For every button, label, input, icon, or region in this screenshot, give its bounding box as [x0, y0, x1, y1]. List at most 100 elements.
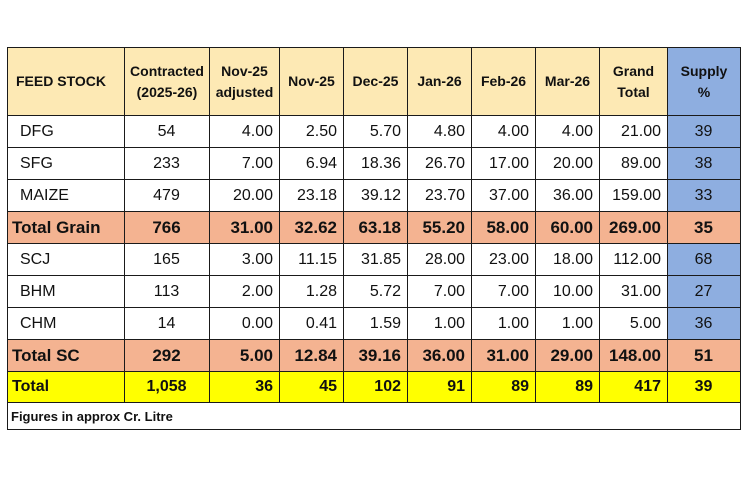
table-row: DFG 54 4.00 2.50 5.70 4.80 4.00 4.00 21.… — [7, 115, 741, 148]
cell-nov25-adjusted: 4.00 — [209, 115, 280, 148]
table-row: MAIZE 479 20.00 23.18 39.12 23.70 37.00 … — [7, 179, 741, 212]
total-sc-row: Total SC 292 5.00 12.84 39.16 36.00 31.0… — [7, 339, 741, 372]
cell-feb26: 7.00 — [471, 275, 536, 308]
cell-mar26: 29.00 — [535, 339, 600, 372]
cell-mar26: 60.00 — [535, 211, 600, 244]
cell-mar26: 10.00 — [535, 275, 600, 308]
cell-jan26: 7.00 — [407, 275, 472, 308]
cell-contracted: 479 — [124, 179, 210, 212]
cell-feb26: 37.00 — [471, 179, 536, 212]
cell-grand-total: 269.00 — [599, 211, 668, 244]
grand-total-row: Total 1,058 36 45 102 91 89 89 417 39 — [7, 371, 741, 403]
cell-feb26: 58.00 — [471, 211, 536, 244]
cell-feb26: 31.00 — [471, 339, 536, 372]
cell-dec25: 39.16 — [343, 339, 408, 372]
total-grain-row: Total Grain 766 31.00 32.62 63.18 55.20 … — [7, 211, 741, 244]
feedstock-table: FEED STOCK Contracted (2025-26) Nov-25 a… — [7, 47, 741, 430]
cell-nov25: 0.41 — [279, 307, 344, 340]
cell-dec25: 18.36 — [343, 147, 408, 180]
cell-mar26: 20.00 — [535, 147, 600, 180]
cell-supply-pct: 51 — [667, 339, 741, 372]
cell-grand-total: 417 — [599, 371, 668, 403]
row-label: BHM — [7, 275, 125, 308]
cell-nov25: 2.50 — [279, 115, 344, 148]
cell-nov25-adjusted: 36 — [209, 371, 280, 403]
cell-nov25-adjusted: 2.00 — [209, 275, 280, 308]
row-label: SCJ — [7, 243, 125, 276]
cell-contracted: 766 — [124, 211, 210, 244]
cell-supply-pct: 35 — [667, 211, 741, 244]
cell-grand-total: 21.00 — [599, 115, 668, 148]
cell-nov25: 6.94 — [279, 147, 344, 180]
cell-nov25-adjusted: 0.00 — [209, 307, 280, 340]
row-label: Total Grain — [7, 211, 125, 244]
cell-supply-pct: 39 — [667, 115, 741, 148]
cell-grand-total: 112.00 — [599, 243, 668, 276]
header-jan26: Jan-26 — [407, 47, 472, 116]
cell-nov25-adjusted: 5.00 — [209, 339, 280, 372]
table-row: SCJ 165 3.00 11.15 31.85 28.00 23.00 18.… — [7, 243, 741, 276]
cell-supply-pct: 68 — [667, 243, 741, 276]
cell-contracted: 1,058 — [124, 371, 210, 403]
row-label: SFG — [7, 147, 125, 180]
cell-feb26: 17.00 — [471, 147, 536, 180]
header-contracted: Contracted (2025-26) — [124, 47, 210, 116]
cell-dec25: 31.85 — [343, 243, 408, 276]
cell-nov25-adjusted: 7.00 — [209, 147, 280, 180]
cell-jan26: 91 — [407, 371, 472, 403]
cell-nov25: 1.28 — [279, 275, 344, 308]
cell-nov25: 12.84 — [279, 339, 344, 372]
cell-nov25-adjusted: 20.00 — [209, 179, 280, 212]
header-feed-stock: FEED STOCK — [7, 47, 125, 116]
cell-nov25-adjusted: 31.00 — [209, 211, 280, 244]
cell-jan26: 36.00 — [407, 339, 472, 372]
row-label: DFG — [7, 115, 125, 148]
cell-mar26: 4.00 — [535, 115, 600, 148]
header-dec25: Dec-25 — [343, 47, 408, 116]
table-row: CHM 14 0.00 0.41 1.59 1.00 1.00 1.00 5.0… — [7, 307, 741, 340]
cell-feb26: 23.00 — [471, 243, 536, 276]
cell-jan26: 28.00 — [407, 243, 472, 276]
cell-jan26: 55.20 — [407, 211, 472, 244]
cell-nov25: 23.18 — [279, 179, 344, 212]
cell-feb26: 89 — [471, 371, 536, 403]
cell-mar26: 89 — [535, 371, 600, 403]
row-label: MAIZE — [7, 179, 125, 212]
cell-supply-pct: 38 — [667, 147, 741, 180]
table-row: SFG 233 7.00 6.94 18.36 26.70 17.00 20.0… — [7, 147, 741, 180]
header-feb26: Feb-26 — [471, 47, 536, 116]
cell-nov25: 45 — [279, 371, 344, 403]
cell-dec25: 5.72 — [343, 275, 408, 308]
cell-grand-total: 159.00 — [599, 179, 668, 212]
cell-dec25: 1.59 — [343, 307, 408, 340]
cell-grand-total: 5.00 — [599, 307, 668, 340]
cell-dec25: 39.12 — [343, 179, 408, 212]
feedstock-table-container: FEED STOCK Contracted (2025-26) Nov-25 a… — [7, 47, 741, 430]
footnote: Figures in approx Cr. Litre — [7, 402, 741, 430]
cell-contracted: 113 — [124, 275, 210, 308]
cell-supply-pct: 36 — [667, 307, 741, 340]
cell-jan26: 23.70 — [407, 179, 472, 212]
cell-jan26: 26.70 — [407, 147, 472, 180]
header-mar26: Mar-26 — [535, 47, 600, 116]
cell-jan26: 4.80 — [407, 115, 472, 148]
cell-jan26: 1.00 — [407, 307, 472, 340]
cell-grand-total: 148.00 — [599, 339, 668, 372]
cell-grand-total: 31.00 — [599, 275, 668, 308]
cell-mar26: 36.00 — [535, 179, 600, 212]
cell-contracted: 54 — [124, 115, 210, 148]
header-supply-pct: Supply % — [667, 47, 741, 116]
cell-contracted: 292 — [124, 339, 210, 372]
header-grand-total: Grand Total — [599, 47, 668, 116]
cell-dec25: 5.70 — [343, 115, 408, 148]
cell-nov25-adjusted: 3.00 — [209, 243, 280, 276]
header-row: FEED STOCK Contracted (2025-26) Nov-25 a… — [7, 47, 741, 116]
cell-nov25: 32.62 — [279, 211, 344, 244]
row-label: Total SC — [7, 339, 125, 372]
cell-supply-pct: 27 — [667, 275, 741, 308]
cell-contracted: 14 — [124, 307, 210, 340]
cell-dec25: 63.18 — [343, 211, 408, 244]
cell-feb26: 4.00 — [471, 115, 536, 148]
row-label: CHM — [7, 307, 125, 340]
cell-supply-pct: 33 — [667, 179, 741, 212]
